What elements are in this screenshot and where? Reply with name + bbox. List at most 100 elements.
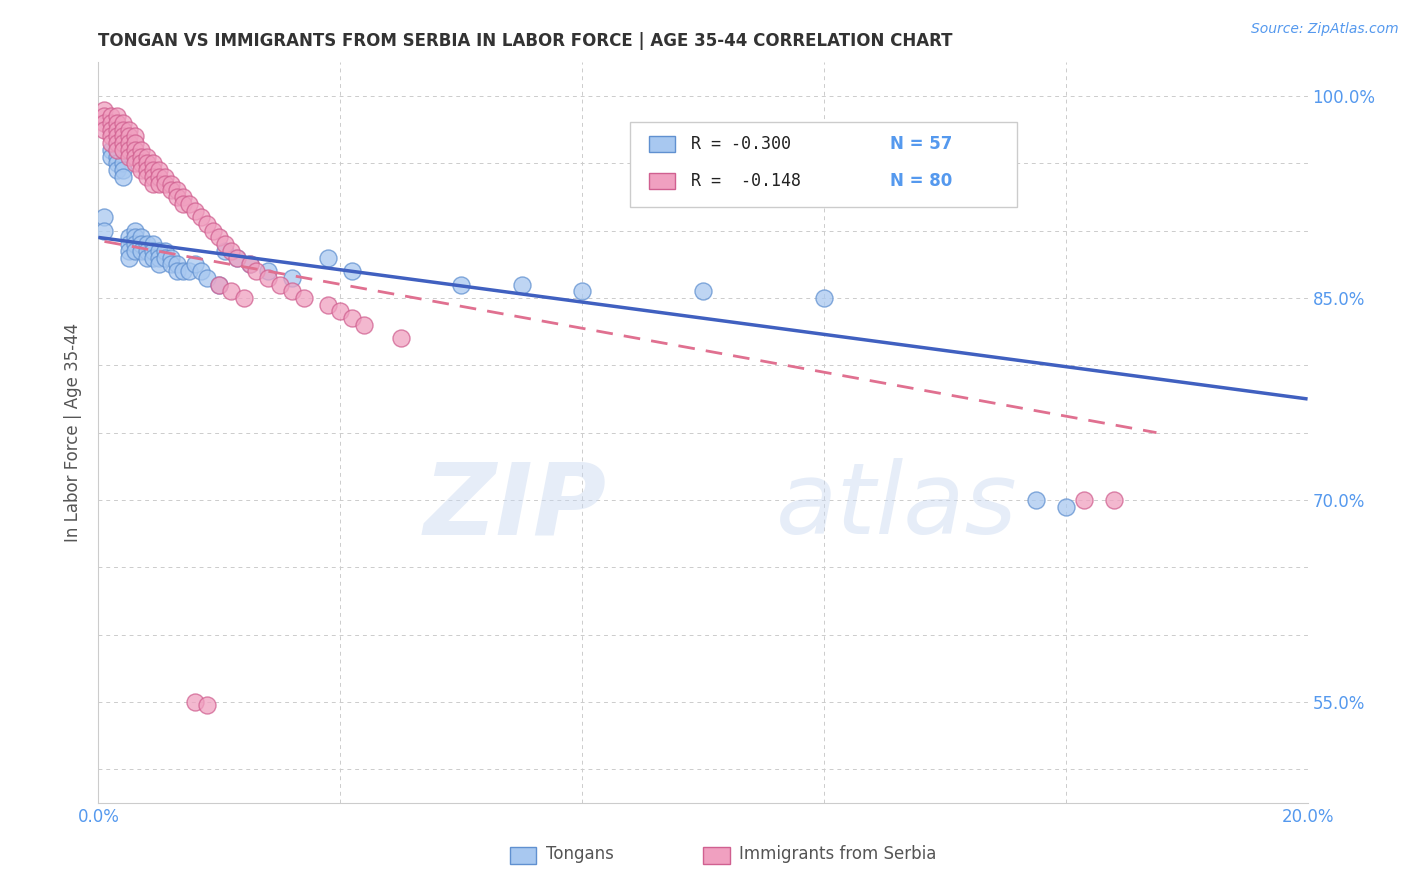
Point [195,698,218,712]
Point [124,143,146,157]
Point [105,156,128,170]
Point [160,257,183,271]
Point [111,129,134,144]
Point [184,203,207,218]
Point [281,285,304,299]
Point [353,318,375,332]
Point [124,230,146,244]
FancyBboxPatch shape [648,173,675,189]
Point [105,116,128,130]
Point [190,211,212,225]
Point [153,244,176,258]
Point [166,183,188,197]
Point [1024,492,1046,507]
Point [93,109,115,123]
Point [214,244,236,258]
Point [269,277,291,292]
Point [1102,492,1125,507]
Point [124,156,146,170]
Point [105,129,128,144]
Point [153,251,176,265]
Point [118,237,141,252]
Point [105,143,128,157]
Point [142,177,165,191]
Point [124,224,146,238]
Point [105,109,128,123]
Point [142,237,165,252]
Point [100,109,122,123]
Point [214,237,236,252]
Point [93,103,115,117]
Point [118,122,141,136]
Point [232,291,254,305]
Text: atlas: atlas [776,458,1017,555]
Text: TONGAN VS IMMIGRANTS FROM SERBIA IN LABOR FORCE | AGE 35-44 CORRELATION CHART: TONGAN VS IMMIGRANTS FROM SERBIA IN LABO… [98,32,953,50]
Point [184,695,207,709]
Point [118,230,141,244]
Point [93,122,115,136]
Point [129,244,152,258]
Text: Source: ZipAtlas.com: Source: ZipAtlas.com [1251,22,1399,37]
Point [111,116,134,130]
Point [111,143,134,157]
Point [179,264,201,278]
Point [93,116,115,130]
Point [510,277,533,292]
Point [118,251,141,265]
Point [111,163,134,178]
Point [256,270,278,285]
Point [135,251,157,265]
Point [118,129,141,144]
Point [172,196,194,211]
Point [135,156,157,170]
Point [160,251,183,265]
Point [195,217,218,231]
Point [571,285,593,299]
Point [105,122,128,136]
Point [153,169,176,184]
Point [329,304,352,318]
Point [208,230,231,244]
Y-axis label: In Labor Force | Age 35-44: In Labor Force | Age 35-44 [65,323,83,542]
Point [148,169,170,184]
Point [1054,500,1077,514]
Point [172,264,194,278]
Point [142,163,165,178]
Point [135,237,157,252]
Point [316,251,339,265]
Text: ZIP: ZIP [423,458,606,555]
Point [208,277,231,292]
Text: R =  -0.148: R = -0.148 [690,172,801,190]
Point [221,244,243,258]
Point [195,270,218,285]
Point [129,156,152,170]
Point [142,156,165,170]
Point [148,257,170,271]
Point [135,169,157,184]
Point [111,136,134,151]
Point [148,177,170,191]
Point [105,150,128,164]
FancyBboxPatch shape [648,136,675,152]
Point [124,237,146,252]
Point [129,237,152,252]
Point [160,177,183,191]
Point [166,190,188,204]
Point [118,150,141,164]
Point [342,264,364,278]
Point [124,150,146,164]
Point [124,136,146,151]
Point [1073,492,1095,507]
Point [256,264,278,278]
Text: Tongans: Tongans [546,845,613,863]
Point [118,244,141,258]
Point [226,251,249,265]
Point [129,143,152,157]
Point [100,129,122,144]
Point [190,264,212,278]
Point [100,116,122,130]
Point [124,129,146,144]
Point [172,190,194,204]
Point [148,251,170,265]
Point [148,244,170,258]
